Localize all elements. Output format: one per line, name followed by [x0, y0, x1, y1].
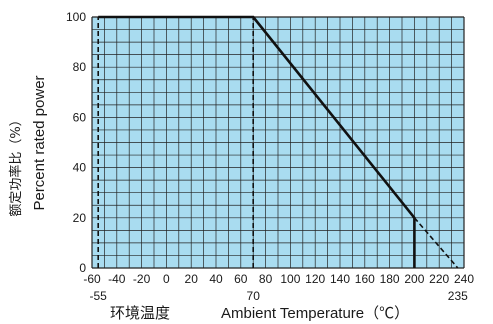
- grid-lines: [91, 16, 465, 269]
- y-tick-label: 0: [79, 261, 86, 275]
- x-tick-label: 40: [209, 272, 223, 286]
- x-special-tick-label: 235: [448, 289, 468, 303]
- x-tick-labels: -60 -40 -20 0 20 40 60 80 100 120 140 160 180 200 220 2…: [83, 272, 474, 286]
- x-tick-label: 240: [454, 272, 474, 286]
- x-special-tick-labels: -55 70 235: [90, 289, 469, 303]
- x-tick-label: 0: [163, 272, 170, 286]
- x-tick-label: 200: [404, 272, 424, 286]
- x-tick-label: 100: [280, 272, 300, 286]
- y-tick-label: 80: [73, 60, 87, 74]
- y-tick-label: 40: [73, 161, 87, 175]
- x-tick-label: 180: [380, 272, 400, 286]
- series-lines: [97, 15, 459, 269]
- x-tick-label: 140: [330, 272, 350, 286]
- x-tick-label: -20: [133, 272, 151, 286]
- x-special-tick-label: 70: [247, 289, 261, 303]
- y-tick-label: 100: [66, 10, 86, 24]
- x-tick-label: -40: [108, 272, 126, 286]
- x-tick-label: 20: [185, 272, 199, 286]
- derating-curve: [98, 15, 416, 268]
- y-tick-label: 20: [73, 211, 87, 225]
- x-tick-label: 160: [355, 272, 375, 286]
- y-axis-label-cn: 额定功率比（%）: [8, 113, 24, 216]
- x-axis-label-cn: 环境温度: [110, 304, 170, 322]
- x-tick-label: -60: [83, 272, 101, 286]
- y-tick-labels: 0 20 40 60 80 100: [66, 10, 86, 275]
- y-tick-label: 60: [73, 110, 87, 124]
- x-tick-label: 220: [429, 272, 449, 286]
- x-special-tick-label: -55: [90, 289, 108, 303]
- x-tick-label: 80: [259, 272, 273, 286]
- x-tick-label: 60: [234, 272, 248, 286]
- x-axis-label: Ambient Temperature（℃）: [221, 305, 409, 322]
- y-axis-label: Percent rated power: [31, 75, 48, 210]
- x-tick-label: 120: [305, 272, 325, 286]
- reference-line-1: [413, 217, 459, 269]
